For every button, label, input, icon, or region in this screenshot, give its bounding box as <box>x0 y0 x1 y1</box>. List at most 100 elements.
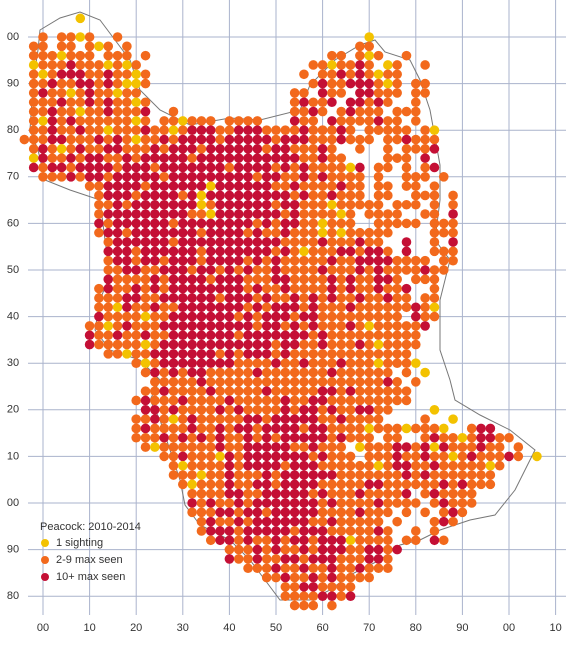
record-dot <box>252 526 263 536</box>
record-dot <box>355 377 365 387</box>
record-dot <box>47 69 58 80</box>
record-dot <box>429 218 440 229</box>
record-dot <box>392 116 402 126</box>
record-dot <box>150 339 160 350</box>
record-dot <box>373 302 384 313</box>
record-dot <box>327 144 337 154</box>
record-dot <box>140 106 151 117</box>
record-dot <box>75 60 86 70</box>
record-dot <box>187 255 197 266</box>
record-dot <box>327 181 337 191</box>
record-dot <box>289 405 300 415</box>
record-dot <box>252 237 263 247</box>
record-dot <box>355 516 365 527</box>
record-dot <box>75 144 86 154</box>
record-dot <box>159 293 169 303</box>
record-dot <box>159 414 169 424</box>
record-dot <box>261 172 272 182</box>
record-dot <box>327 507 337 518</box>
record-dot <box>280 199 291 210</box>
record-dot <box>196 377 207 387</box>
record-dot <box>392 153 402 163</box>
record-dot <box>261 405 272 415</box>
record-dot <box>364 451 375 462</box>
record-dot <box>224 460 235 471</box>
record-dot <box>187 339 197 350</box>
record-dot <box>438 488 449 499</box>
record-dot <box>159 209 169 219</box>
record-dot <box>308 432 319 443</box>
record-dot <box>438 218 449 229</box>
record-dot <box>429 134 440 145</box>
record-dot <box>317 488 328 499</box>
record-dot <box>280 582 291 592</box>
x-tick-label: 30 <box>177 622 189 634</box>
record-dot <box>373 526 384 536</box>
record-dot <box>383 293 393 303</box>
record-dot <box>271 302 281 313</box>
record-dot <box>38 50 48 61</box>
record-dot <box>131 246 141 257</box>
record-dot <box>327 405 337 415</box>
record-dot <box>140 181 151 191</box>
record-dot <box>383 544 393 555</box>
record-dot <box>187 283 197 294</box>
record-dot <box>233 181 244 191</box>
record-dot <box>401 479 412 490</box>
record-dot <box>448 218 458 229</box>
record-dot <box>205 405 216 415</box>
record-dot <box>401 293 412 303</box>
record-dot <box>438 265 449 275</box>
record-dot <box>308 153 319 163</box>
record-dot <box>94 88 104 98</box>
record-dot <box>355 172 365 182</box>
record-dot <box>94 153 104 163</box>
record-dot <box>233 479 244 490</box>
record-dot <box>56 41 67 52</box>
record-dot <box>336 349 347 359</box>
record-dot <box>94 311 104 322</box>
record-dot <box>168 442 179 452</box>
record-dot <box>159 321 169 331</box>
record-dot <box>196 162 207 173</box>
record-dot <box>271 265 281 275</box>
record-dot <box>215 218 225 229</box>
record-dot <box>327 283 337 294</box>
record-dot <box>345 349 356 359</box>
record-dot <box>261 572 272 583</box>
record-dot <box>289 423 300 434</box>
y-tick-label: 90 <box>7 544 19 556</box>
record-dot <box>233 162 244 173</box>
record-dot <box>243 153 253 163</box>
record-dot <box>327 237 337 247</box>
record-dot <box>215 274 225 285</box>
record-dot <box>94 144 104 154</box>
record-dot <box>401 302 412 313</box>
record-dot <box>355 302 365 313</box>
record-dot <box>112 190 123 201</box>
record-dot <box>373 88 384 98</box>
record-dot <box>392 358 402 369</box>
record-dot <box>103 190 114 201</box>
record-dot <box>438 451 449 462</box>
record-dot <box>308 218 319 229</box>
record-dot <box>150 283 160 294</box>
record-dot <box>289 395 300 406</box>
record-dot <box>355 405 365 415</box>
record-dot <box>448 199 458 210</box>
record-dot <box>476 423 486 434</box>
record-dot <box>355 255 365 266</box>
record-dot <box>383 311 393 322</box>
record-dot <box>168 377 179 387</box>
record-dot <box>233 172 244 182</box>
record-dot <box>373 172 384 182</box>
record-dot <box>233 386 244 396</box>
record-dot <box>336 302 347 313</box>
record-dot <box>168 293 179 303</box>
record-dot <box>494 442 505 452</box>
record-dot <box>327 60 337 70</box>
record-dot <box>233 367 244 378</box>
record-dot <box>168 227 179 238</box>
record-dot <box>187 209 197 219</box>
record-dot <box>373 414 384 424</box>
